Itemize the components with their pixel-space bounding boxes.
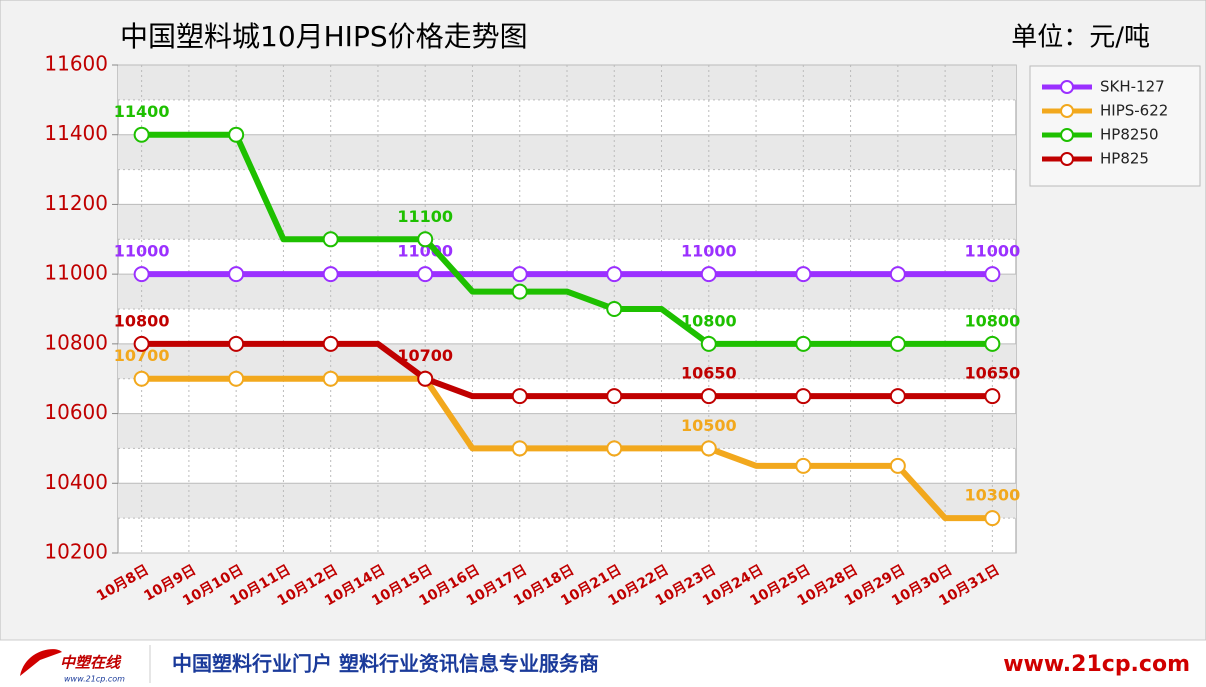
series-marker (511, 266, 528, 283)
series-marker (984, 388, 1001, 405)
series-marker (700, 335, 717, 352)
series-marker (322, 231, 339, 248)
series-marker (889, 335, 906, 352)
legend-marker (1060, 104, 1074, 118)
series-marker (606, 301, 623, 317)
data-label: 11000 (114, 242, 170, 261)
logo-url: www.21cp.com (64, 675, 125, 684)
legend-label: SKH-127 (1100, 78, 1165, 96)
data-label: 10800 (114, 311, 170, 330)
series-marker (511, 440, 528, 457)
series-marker (700, 266, 717, 283)
y-tick-label: 10600 (44, 400, 108, 424)
data-label: 10500 (681, 416, 737, 435)
series-marker (228, 126, 245, 143)
y-tick-label: 10200 (44, 540, 108, 564)
series-marker (417, 370, 434, 387)
series-marker (889, 388, 906, 405)
series-marker (322, 335, 339, 352)
legend-label: HP825 (1100, 150, 1149, 168)
data-label: 11400 (114, 102, 170, 121)
data-label: 11000 (965, 242, 1021, 261)
series-line (141, 131, 993, 347)
series-marker (984, 335, 1001, 352)
series-marker (228, 335, 245, 352)
series-marker (511, 283, 528, 300)
series-marker (795, 335, 812, 352)
series-marker (228, 370, 245, 387)
series-line (141, 375, 993, 522)
y-tick-label: 11000 (44, 261, 108, 285)
data-label: 10800 (681, 311, 737, 330)
series-marker (795, 266, 812, 283)
series-marker (322, 266, 339, 283)
series-marker (417, 231, 434, 248)
data-label: 11100 (397, 207, 453, 226)
series-marker (133, 335, 150, 352)
y-tick-label: 10400 (44, 470, 108, 494)
series-marker (795, 388, 812, 405)
series-marker (889, 457, 906, 474)
y-tick-label: 11400 (44, 121, 108, 145)
legend-marker (1060, 152, 1074, 166)
series-marker (133, 266, 150, 283)
y-tick-label: 10800 (44, 330, 108, 354)
series-marker (133, 370, 150, 387)
footer-slogan: 中国塑料行业门户 塑料行业资讯信息专业服务商 (172, 652, 599, 676)
series-marker (417, 266, 434, 283)
series-marker (322, 370, 339, 387)
legend-marker (1060, 80, 1074, 94)
data-label: 10700 (397, 346, 453, 365)
series-marker (606, 440, 623, 457)
unit-label: 单位：元/吨 (1011, 23, 1150, 53)
data-label: 10300 (965, 486, 1021, 505)
series-marker (984, 266, 1001, 283)
series-marker (606, 388, 623, 405)
series-marker (228, 266, 245, 283)
logo-icon (20, 649, 62, 676)
series-marker (606, 266, 623, 283)
series-marker (984, 510, 1001, 527)
data-label: 10700 (114, 346, 170, 365)
legend-marker (1060, 128, 1074, 142)
data-label: 10650 (681, 364, 737, 383)
series-marker (133, 126, 150, 143)
chart-title: 中国塑料城10月HIPS价格走势图 (120, 20, 528, 53)
series-marker (700, 388, 717, 405)
legend-label: HIPS-622 (1100, 102, 1168, 120)
series-marker (795, 457, 812, 474)
series-marker (889, 266, 906, 283)
series-line (141, 340, 993, 400)
series-marker (700, 440, 717, 457)
data-label: 10800 (965, 311, 1021, 330)
y-tick-label: 11600 (44, 52, 108, 76)
footer-url: www.21cp.com (1003, 652, 1190, 677)
legend-label: HP8250 (1100, 126, 1159, 144)
logo-text: 中塑在线 (60, 654, 122, 672)
data-label: 11000 (681, 242, 737, 261)
data-label: 10650 (965, 364, 1021, 383)
y-tick-label: 11200 (44, 191, 108, 215)
series-marker (511, 388, 528, 405)
